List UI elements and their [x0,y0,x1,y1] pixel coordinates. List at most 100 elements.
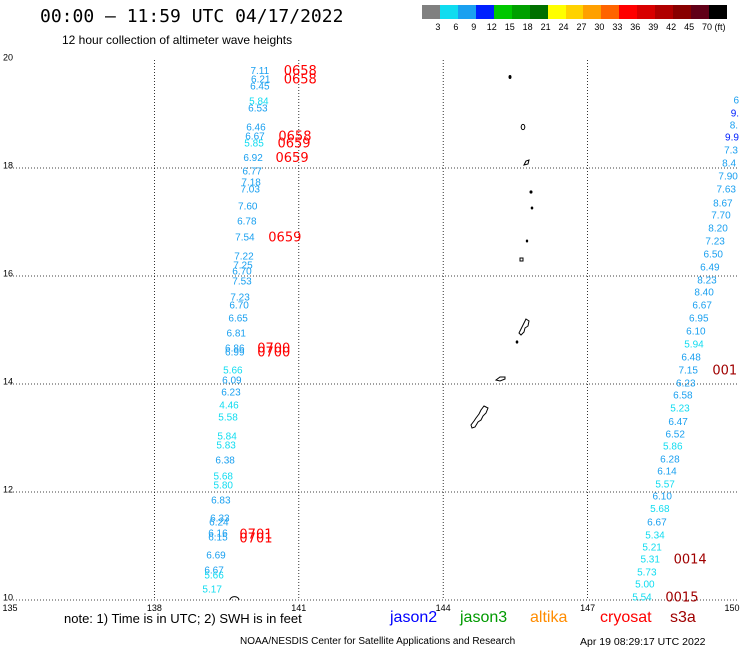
island [520,123,526,131]
wave-height-value: 6.38 [215,456,235,467]
longitude-tick-label: 135 [2,603,17,613]
pass-time-label: 0700 [257,341,290,356]
color-scale-swatch [691,5,710,19]
wave-height-value: 6.16 [208,529,228,540]
wave-height-value: 6.10 [686,327,706,338]
satellite-label-s3a: s3a [670,609,696,626]
wave-height-value: 7.23 [230,293,250,304]
wave-height-value: 8.4 [722,159,736,170]
wave-height-value: 7.53 [232,276,252,287]
color-scale-unit: (ft) [714,22,726,32]
wave-height-value: 6.33 [210,513,230,524]
color-scale-label: 18 [522,22,533,32]
wave-height-value: 5.58 [218,412,238,423]
wave-height-value: 6.65 [228,314,248,325]
island-guam [470,405,489,429]
pass-time-label: 0700 [257,346,290,361]
wave-height-value: 5.80 [213,480,233,491]
wave-height-value: 5.00 [635,579,655,590]
wave-height-value: 6.83 [211,496,231,507]
color-scale-swatch [475,5,495,19]
island [525,239,529,243]
wave-height-value: 6.67 [647,518,667,529]
latitude-tick-label: 18 [3,161,13,171]
wave-height-value: 7.54 [235,233,255,244]
wave-height-value: 6.99 [225,348,245,359]
color-scale-swatch [709,5,728,19]
color-scale-label: 36 [630,22,641,32]
island [508,75,512,79]
color-scale-label: 12 [486,22,497,32]
color-scale-label: 15 [504,22,515,32]
map-axis-ticks: 135 138 141 144 147 150 20 18 16 14 12 10 [2,53,739,614]
color-scale-swatch [457,5,477,19]
wave-height-value: 6.45 [250,81,270,92]
generated-timestamp: Apr 19 08:29:17 UTC 2022 [580,636,706,648]
wave-height-value: 6.23 [221,388,241,399]
wave-height-value: 5.94 [684,340,704,351]
color-scale-swatch [529,5,549,19]
page-subtitle: 12 hour collection of altimeter wave hei… [62,33,293,47]
pass-time-label: 0701 [239,531,272,546]
island [519,257,524,262]
color-scale-label: 24 [558,22,569,32]
longitude-tick-label: 141 [291,603,306,613]
wave-height-value: 9. [731,108,739,119]
wave-height-value: 6.77 [242,167,262,178]
wave-height-value: 6.53 [248,104,268,115]
wave-height-value: 5.68 [650,504,670,515]
satellite-label-jason2: jason2 [390,609,438,626]
color-scale-swatch [493,5,513,19]
color-scale-swatch [601,5,620,19]
color-scale-swatch [511,5,531,19]
wave-height-value: 5.68 [213,471,233,482]
color-scale-swatch [439,5,459,19]
color-scale-swatch [637,5,656,19]
color-scale-label: 9 [471,22,477,32]
wave-height-value: 5.83 [216,441,236,452]
wave-height-value: 5.57 [655,479,675,490]
pass-time-label: 001 [712,363,737,378]
wave-height-value: 5.66 [223,365,243,376]
color-scale-swatch [565,5,584,19]
wave-height-value: 6.52 [665,430,685,441]
wave-height-value: 6.67 [204,565,224,576]
satellite-label-altika: altika [530,609,568,626]
color-scale-swatch [583,5,602,19]
wave-height-value: 6.24 [209,518,229,529]
wave-height-value: 5.84 [249,97,269,108]
wave-height-value: 6.48 [681,353,701,364]
wave-height-value: 6.47 [668,417,688,428]
wave-height-value: 7.63 [716,185,736,196]
wave-height-value: 6.67 [245,132,265,143]
color-scale-swatch [547,5,567,19]
wave-height-value: 6.81 [226,329,246,340]
color-scale-label: 33 [612,22,623,32]
wave-height-value: 5.31 [640,554,660,565]
wave-height-value: 6 [734,95,740,106]
pass-time-label: 0659 [276,151,309,166]
satellite-label-jason3: jason3 [460,609,508,626]
wave-height-value: 7.22 [234,252,254,263]
wave-height-value: 6.67 [692,301,712,312]
wave-height-value: 7.3 [724,146,738,157]
wave-height-value: 7.15 [678,365,698,376]
wave-height-value: 6.95 [689,314,709,325]
wave-height-value: 8. [730,120,738,131]
pass-time-label: 0659 [268,231,301,246]
color-scale-swatch [673,5,692,19]
wave-height-value: 6.92 [243,153,263,164]
wave-height-values: 7.116.216.455.846.536.466.675.856.926.77… [202,66,739,604]
wave-height-value: 8.40 [694,288,714,299]
wave-height-value: 7.18 [241,178,261,189]
wave-height-value: 5.23 [670,403,690,414]
color-scale-swatch [619,5,638,19]
pass-time-label: 0701 [239,528,272,543]
island [530,206,534,210]
satellite-legend: jason2 jason3 altika cryosat s3a [390,608,740,628]
wave-height-value: 7.90 [718,172,738,183]
color-scale-label: 6 [453,22,459,32]
wave-height-value: 6.86 [225,343,245,354]
wave-height-value: 5.85 [244,139,264,150]
